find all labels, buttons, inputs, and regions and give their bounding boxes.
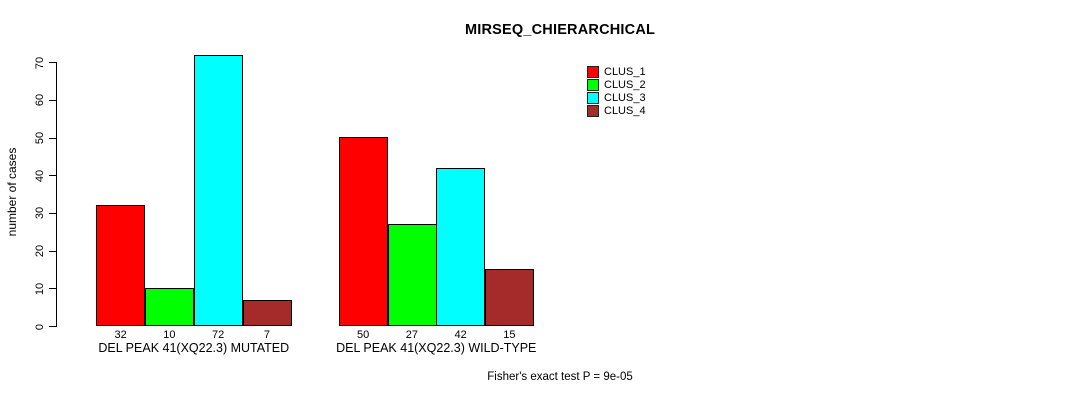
y-axis-label: number of cases	[5, 147, 19, 237]
bar-clus_1-group1	[96, 205, 145, 326]
y-axis-tick-label: 40	[34, 169, 46, 182]
bar-clus_4-group2	[485, 269, 534, 326]
legend-swatch-icon	[587, 105, 599, 117]
legend-label: CLUS_1	[604, 66, 646, 78]
legend-label: CLUS_4	[604, 105, 646, 117]
y-axis-tick-label: 60	[34, 94, 46, 107]
y-axis-tick	[49, 288, 56, 290]
y-axis-tick-label: 0	[34, 323, 46, 330]
legend-label: CLUS_3	[604, 92, 646, 104]
legend-item-clus_3: CLUS_3	[587, 92, 646, 104]
chart-legend: CLUS_1 CLUS_2 CLUS_3 CLUS_4	[587, 66, 646, 118]
y-axis-tick	[49, 175, 56, 177]
y-axis-tick	[49, 137, 56, 139]
y-axis-tick-label: 10	[34, 282, 46, 295]
fisher-test-annotation: Fisher's exact test P = 9e-05	[487, 371, 633, 383]
bar-value-label: 42	[454, 329, 467, 341]
y-axis-tick	[49, 99, 56, 101]
legend-swatch-icon	[587, 79, 599, 91]
y-axis-tick-label: 70	[34, 56, 46, 69]
y-axis-tick-label: 50	[34, 131, 46, 145]
legend-swatch-icon	[587, 92, 599, 104]
y-axis-line	[56, 62, 57, 327]
bar-value-label: 72	[212, 329, 225, 341]
bar-clus_2-group1	[145, 288, 194, 326]
category-label: DEL PEAK 41(XQ22.3) WILD-TYPE	[336, 341, 537, 355]
bar-value-label: 15	[503, 329, 516, 341]
bar-value-label: 27	[405, 329, 418, 341]
bar-clus_1-group2	[339, 137, 388, 326]
bar-value-label: 32	[114, 329, 127, 341]
bar-value-label: 7	[263, 329, 270, 341]
category-label: DEL PEAK 41(XQ22.3) MUTATED	[98, 341, 290, 355]
legend-item-clus_1: CLUS_1	[587, 66, 646, 78]
bar-clus_4-group1	[243, 300, 292, 326]
y-axis-tick	[49, 62, 56, 64]
legend-item-clus_4: CLUS_4	[587, 105, 646, 117]
y-axis-tick-label: 30	[34, 207, 46, 220]
legend-swatch-icon	[587, 66, 599, 78]
chart-title: MIRSEQ_CHIERARCHICAL	[464, 22, 656, 38]
legend-item-clus_2: CLUS_2	[587, 79, 646, 91]
bar-value-label: 50	[357, 329, 370, 341]
bar-clus_3-group1	[194, 55, 243, 326]
y-axis-tick	[49, 326, 56, 327]
y-axis-tick	[49, 212, 56, 214]
bar-clus_2-group2	[388, 224, 437, 326]
legend-label: CLUS_2	[604, 79, 646, 91]
y-axis-tick-label: 20	[34, 244, 46, 258]
bar-clus_3-group2	[436, 168, 485, 326]
y-axis-tick	[49, 250, 56, 252]
bar-value-label: 10	[163, 329, 176, 341]
